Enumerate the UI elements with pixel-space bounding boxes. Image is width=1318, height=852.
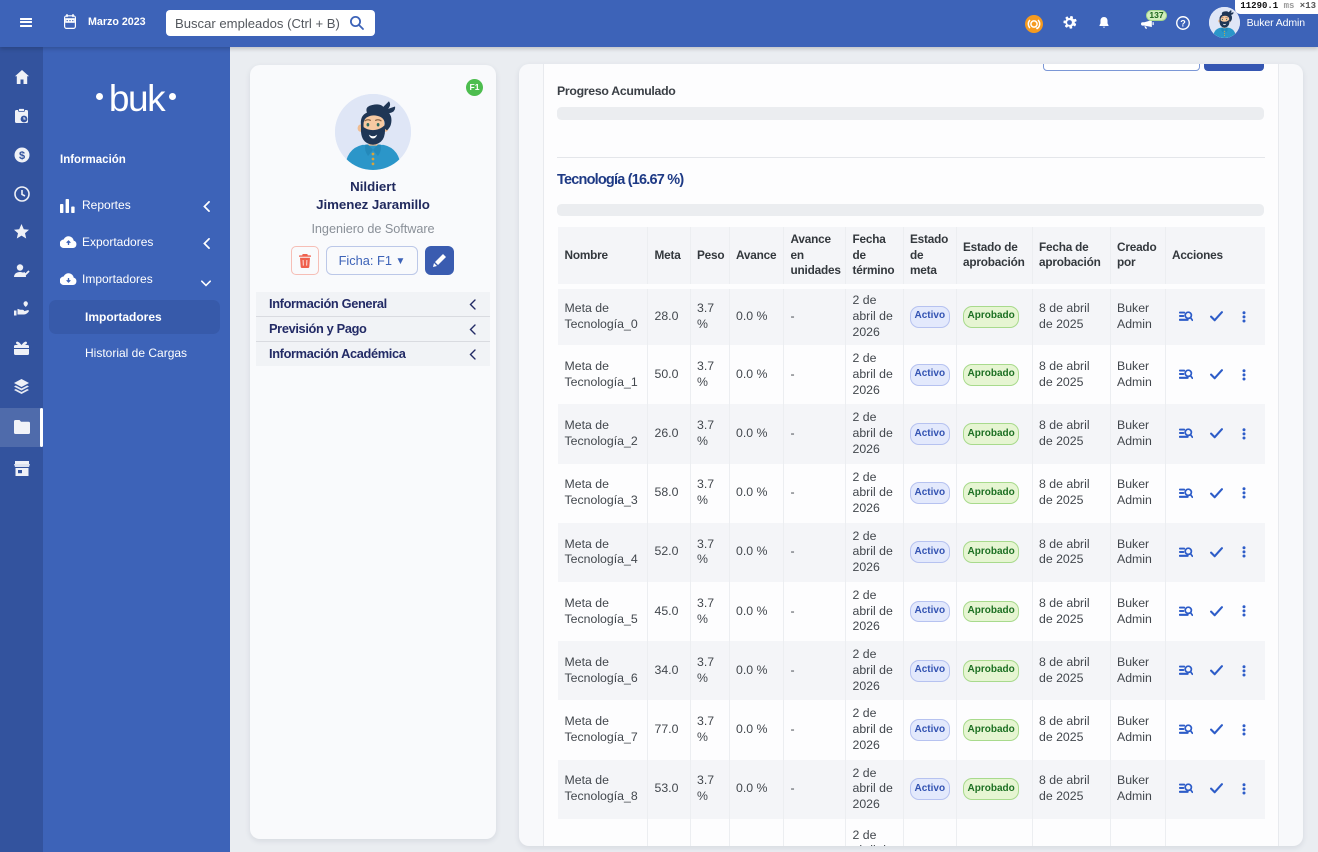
svg-text:?: ? [1180,18,1186,28]
svg-text:$: $ [18,150,24,162]
